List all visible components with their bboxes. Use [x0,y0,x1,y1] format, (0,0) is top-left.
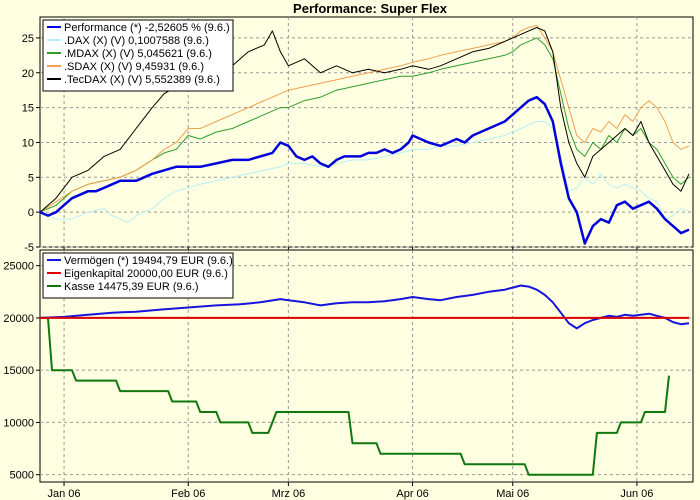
series-line-mdax [40,37,690,213]
x-tick-label: Apr 06 [396,488,428,500]
legend-label-eigenkapital: Eigenkapital 20000,00 EUR (9.6.) [64,268,228,280]
y-tick-label: 25 [22,33,34,45]
legend-label-vermoegen: Vermögen (*) 19494,79 EUR (9.6.) [64,255,233,267]
legend-label-dax: .DAX (X) (V) 0,1007588 (9.6.) [64,35,209,47]
x-tick-label: Jun 06 [620,488,653,500]
legend-label-sdax: .SDAX (X) (V) 9,45931 (9.6.) [64,61,204,73]
y-tick-label: 15 [22,103,34,115]
legend-box [42,19,234,92]
legend-label-kasse: Kasse 14475,39 EUR (9.6.) [64,281,199,293]
y-tick-label: 15000 [3,365,34,377]
x-tick-label: Jan 06 [48,488,81,500]
assets-panel: 5000 10000 15000 20000 25000 Jan 06 Feb 06 Mrz … [3,249,694,500]
series-line-dax [40,121,690,224]
y-tick-label: 10000 [3,417,34,429]
x-tick-label: Mai 06 [496,488,529,500]
legend-label-mdax: .MDAX (X) (V) 5,045621 (9.6.) [64,48,212,60]
series-line-vermoegen [40,284,690,330]
y-tick-label: 25000 [3,261,34,273]
series-line-sdax [40,24,690,213]
series-line-kasse [40,316,670,476]
series-line-performance [40,95,690,245]
y-tick-label: 0 [28,207,34,219]
x-tick-label: Feb 06 [171,488,205,500]
y-tick-label: 20 [22,68,34,80]
y-tick-label: 20000 [3,313,34,325]
legend-box [42,252,234,299]
legend-label-performance: Performance (*) -2,52605 % (9.6.) [64,22,230,34]
y-tick-label: -5 [24,242,34,254]
y-tick-label: 5 [28,172,34,184]
performance-panel: -5 0 5 10 15 20 25 Performance (*) -2,52605 % (… [22,16,694,254]
y-tick-label: 10 [22,137,34,149]
legend-label-tecdax: .TecDAX (X) (V) 5,552389 (9.6.) [64,74,220,86]
chart-title: Performance: Super Flex [293,1,448,16]
x-tick-label: Mrz 06 [272,488,306,500]
y-tick-label: 5000 [10,470,34,482]
